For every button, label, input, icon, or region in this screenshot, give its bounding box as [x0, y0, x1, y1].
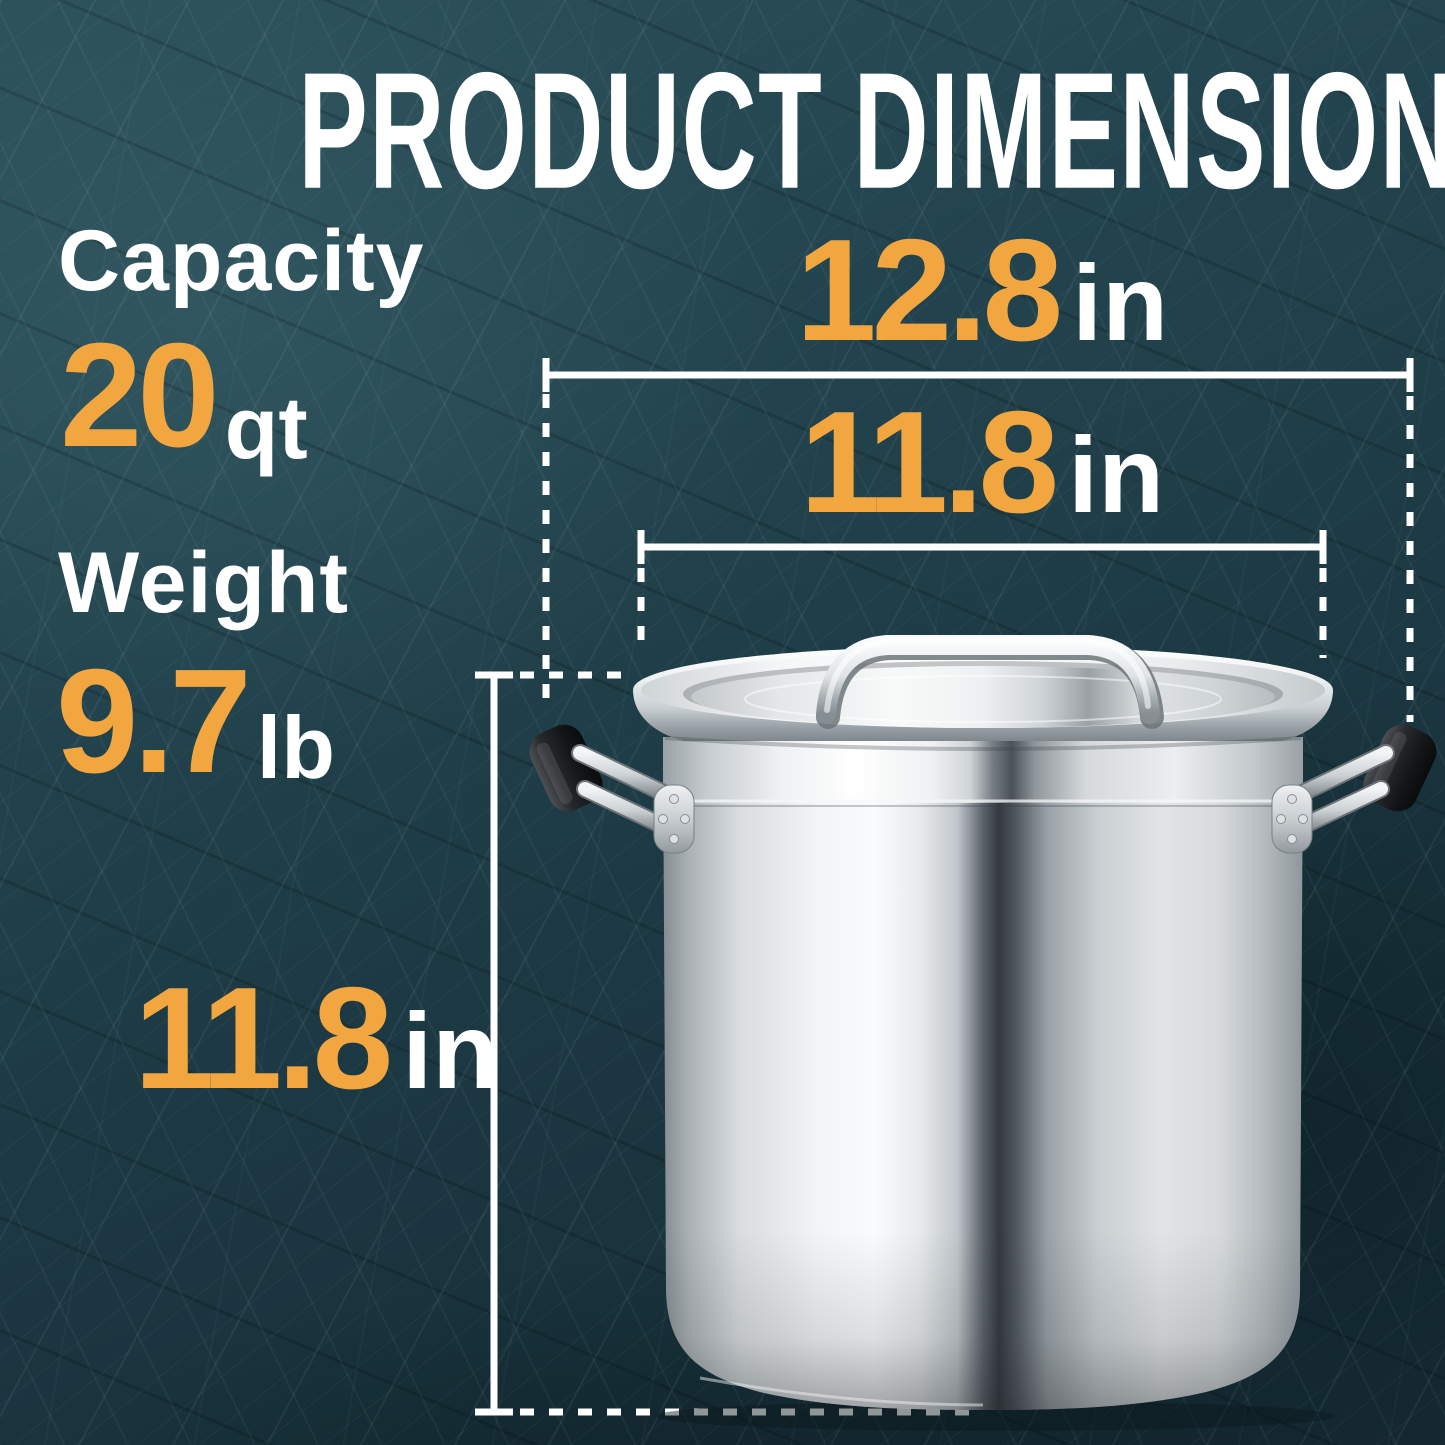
dim-line-opening-width — [637, 530, 1327, 564]
opening-width-dimension-label: 11.8 in — [542, 390, 1422, 535]
capacity-value: 20 — [60, 313, 220, 478]
pot-bottom-highlight — [699, 1376, 984, 1407]
right-handle-plate — [1271, 784, 1313, 854]
left-handle-plate — [653, 784, 695, 854]
weight-label: Weight — [58, 535, 350, 631]
pot-lid-handle — [816, 635, 1164, 729]
capacity-label: Capacity — [58, 213, 425, 309]
capacity-value-row: 20 qt — [60, 322, 308, 472]
stockpot-product-photo — [529, 635, 1437, 1431]
opening-width-unit: in — [1068, 414, 1165, 535]
weight-unit: lb — [256, 698, 335, 797]
pot-left-handle — [529, 724, 695, 854]
capacity-unit: qt — [224, 378, 308, 477]
height-value: 11.8 — [134, 957, 393, 1119]
top-width-unit: in — [1072, 242, 1169, 363]
height-dimension-label: 11.8 in — [134, 966, 498, 1111]
weight-value: 9.7 — [56, 639, 252, 804]
dimension-lines — [475, 358, 1414, 1416]
pot-bottom-shading — [666, 1230, 1300, 1410]
pot-neck-band — [663, 737, 1303, 803]
pot-right-handle — [1271, 724, 1437, 854]
dashed-extension-lines — [520, 394, 1414, 1416]
pot-lid-step — [744, 675, 1222, 723]
dim-line-height — [475, 671, 513, 1416]
weight-value-row: 9.7 lb — [56, 648, 335, 796]
pot-ground-shadow — [655, 1401, 1335, 1431]
height-unit: in — [402, 990, 499, 1111]
top-width-dimension-label: 12.8 in — [542, 218, 1422, 363]
pot-rim-underside-shadow — [664, 736, 1302, 751]
top-width-value: 12.8 — [795, 209, 1063, 371]
page-title: PRODUCT DIMENSION — [298, 38, 1445, 224]
dim-line-top-width — [542, 358, 1414, 392]
opening-width-value: 11.8 — [799, 381, 1059, 543]
